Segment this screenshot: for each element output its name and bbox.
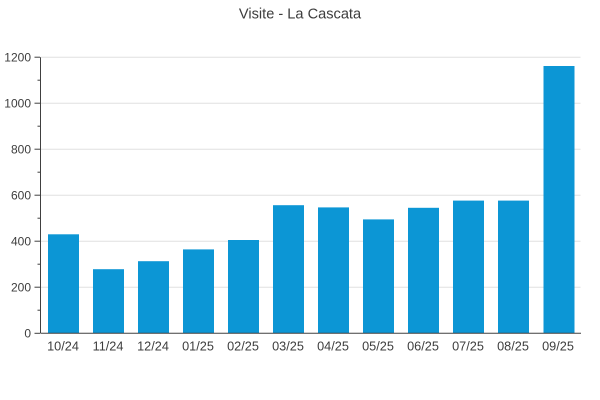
svg-text:01/25: 01/25 (182, 339, 214, 353)
svg-text:10/24: 10/24 (47, 339, 79, 353)
svg-text:12/24: 12/24 (137, 339, 169, 353)
svg-text:09/25: 09/25 (542, 339, 574, 353)
svg-text:04/25: 04/25 (317, 339, 349, 353)
svg-text:06/25: 06/25 (407, 339, 439, 353)
svg-text:400: 400 (11, 235, 31, 249)
svg-text:08/25: 08/25 (497, 339, 529, 353)
svg-text:03/25: 03/25 (272, 339, 304, 353)
svg-text:Visite - La Cascata: Visite - La Cascata (239, 6, 362, 22)
svg-text:800: 800 (11, 143, 31, 157)
svg-text:1200: 1200 (4, 51, 31, 65)
svg-text:200: 200 (11, 281, 31, 295)
svg-text:600: 600 (11, 189, 31, 203)
svg-text:0: 0 (24, 327, 31, 341)
svg-text:05/25: 05/25 (362, 339, 394, 353)
svg-text:1000: 1000 (4, 97, 31, 111)
svg-text:11/24: 11/24 (93, 339, 124, 353)
svg-text:07/25: 07/25 (452, 339, 484, 353)
svg-text:02/25: 02/25 (227, 339, 259, 353)
